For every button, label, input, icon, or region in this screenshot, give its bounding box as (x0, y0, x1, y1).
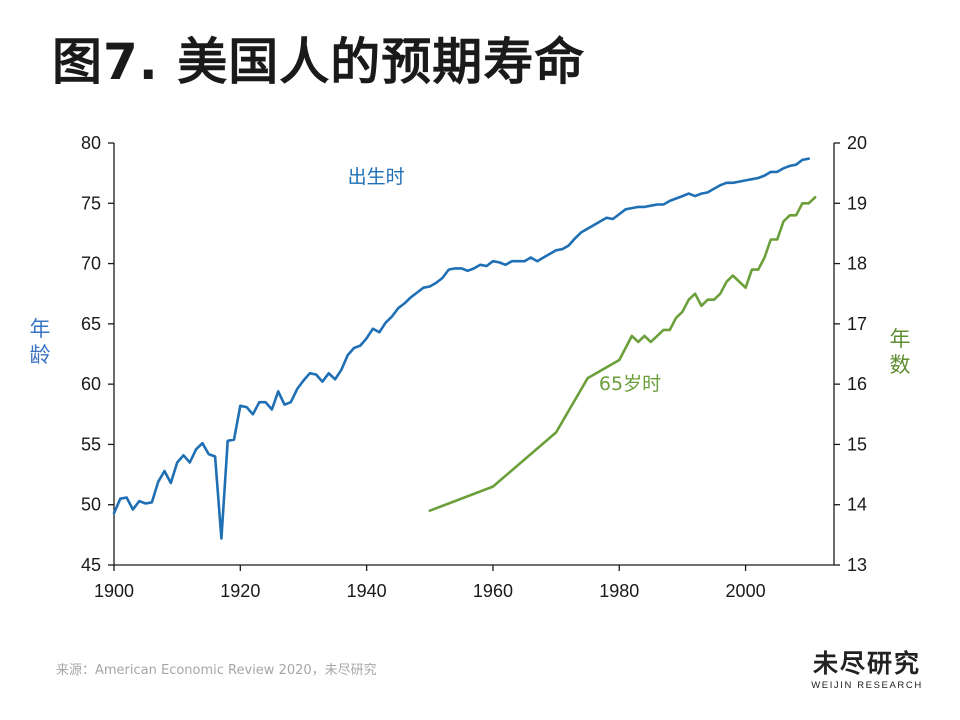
series-line-2 (428, 196, 817, 513)
y-left-tick-label: 65 (81, 314, 101, 334)
x-tick-label: 2000 (726, 581, 766, 601)
x-tick-label: 1920 (220, 581, 260, 601)
y-left-tick-label: 45 (81, 555, 101, 575)
source-note: 来源：American Economic Review 2020，未尽研究 (56, 663, 377, 678)
y-right-tick-label: 18 (847, 254, 867, 274)
y-right-tick-label: 17 (847, 314, 867, 334)
series-label-2: 65岁时 (599, 373, 661, 395)
y-right-tick-label: 14 (847, 495, 867, 515)
x-tick-label: 1940 (347, 581, 387, 601)
y-right-tick-label: 13 (847, 555, 867, 575)
y-axis-left-label: 年龄 (29, 317, 51, 367)
x-tick-label: 1900 (94, 581, 134, 601)
y-left-tick-label: 75 (81, 193, 101, 213)
y-left-tick-label: 80 (81, 133, 101, 153)
y-right-tick-label: 19 (847, 193, 867, 213)
y-left-tick-label: 55 (81, 434, 101, 454)
series-label-1: 出生时 (348, 166, 405, 188)
x-tick-label: 1980 (599, 581, 639, 601)
chart-annotations: 出生时 65岁时 (348, 166, 661, 395)
logo-sub-text: WEIJIN RESEARCH (811, 680, 923, 691)
y-right-tick-label: 16 (847, 374, 867, 394)
y-left-tick-label: 70 (81, 254, 101, 274)
chart-frame (113, 143, 835, 566)
chart-series (112, 157, 817, 540)
y-right-tick-label: 15 (847, 434, 867, 454)
page-title: 图7. 美国人的预期寿命 (52, 33, 586, 91)
weijin-logo: 未尽研究 WEIJIN RESEARCH (808, 649, 926, 692)
y-right-tick-label: 20 (847, 133, 867, 153)
y-left-tick-label: 50 (81, 495, 101, 515)
series-line-1 (112, 157, 811, 540)
x-tick-label: 1960 (473, 581, 513, 601)
y-axis-right-label: 年数 (889, 327, 911, 377)
y-left-tick-label: 60 (81, 374, 101, 394)
logo-main-text: 未尽研究 (812, 649, 921, 678)
